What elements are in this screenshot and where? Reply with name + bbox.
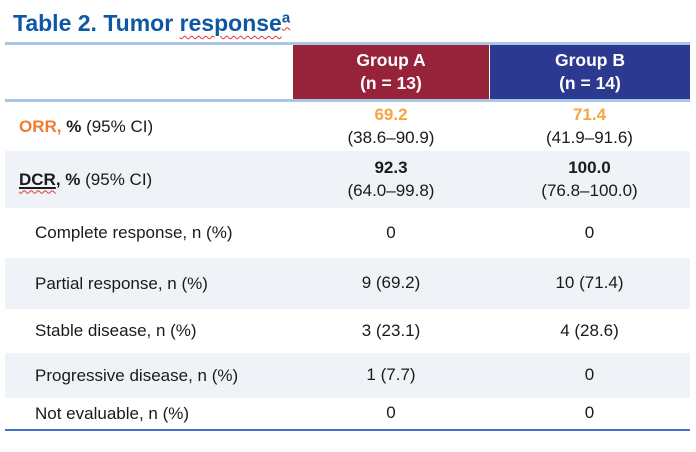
group-b-n: (n = 14) [559,73,621,93]
table-row-partial-response: Partial response, n (%) 9 (69.2) 10 (71.… [5,258,690,309]
partial-response-group-b: 10 (71.4) [555,273,624,293]
orr-abbr: ORR, [19,116,62,136]
complete-response-group-b: 0 [584,222,595,242]
orr-group-b-ci: (41.9–91.6) [546,127,633,147]
title-text-spellchecked: response [179,10,282,36]
dcr-group-a-value: 92.3 [374,158,408,178]
table-row-stable-disease: Stable disease, n (%) 3 (23.1) 4 (28.6) [5,309,690,353]
group-b-name: Group B [555,50,625,71]
header-group-b: Group B (n = 14) [490,45,690,99]
row-label-complete-response: Complete response, n (%) [35,223,233,242]
table-row-orr: ORR, % (95% CI) 69.2 (38.6–90.9) 71.4 (4… [5,102,690,151]
table-row-not-evaluable: Not evaluable, n (%) 0 0 [5,398,690,429]
tumor-response-table: Group A (n = 13) Group B (n = 14) ORR, %… [5,42,690,431]
dcr-group-b-value: 100.0 [568,158,611,178]
orr-group-a-value: 69.2 [374,105,408,125]
not-evaluable-group-b: 0 [584,403,595,423]
dcr-group-a-cell: 92.3 (64.0–99.8) [293,157,489,201]
progressive-disease-group-a: 1 (7.7) [366,365,416,385]
dcr-unit: , % [55,169,81,189]
header-spacer [5,45,293,99]
stable-disease-group-b: 4 (28.6) [560,320,619,340]
bottom-rule [5,429,690,431]
title-footnote-superscript: a [281,9,291,27]
table-row-progressive-disease: Progressive disease, n (%) 1 (7.7) 0 [5,353,690,398]
table-row-complete-response: Complete response, n (%) 0 0 [5,208,690,258]
table-title: Table 2. Tumor responsea [13,8,696,38]
orr-group-a-cell: 69.2 (38.6–90.9) [293,104,489,148]
dcr-group-b-cell: 100.0 (76.8–100.0) [489,157,690,201]
row-label-not-evaluable: Not evaluable, n (%) [35,403,190,423]
dcr-group-b-ci: (76.8–100.0) [541,180,638,200]
header-bottom-rule [5,99,690,102]
orr-group-b-value: 71.4 [572,105,607,125]
row-label-dcr: DCR, % (95% CI) [5,170,293,190]
orr-unit: % [61,116,82,136]
table-header-row: Group A (n = 13) Group B (n = 14) [5,45,690,99]
dcr-suffix: (95% CI) [80,169,153,189]
table-row-dcr: DCR, % (95% CI) 92.3 (64.0–99.8) 100.0 (… [5,151,690,208]
row-label-stable-disease: Stable disease, n (%) [35,321,197,340]
orr-suffix: (95% CI) [81,116,154,136]
header-group-a: Group A (n = 13) [293,45,489,99]
row-label-orr: ORR, % (95% CI) [5,117,293,137]
complete-response-group-a: 0 [386,222,396,242]
row-label-partial-response: Partial response, n (%) [35,273,208,293]
group-a-name: Group A [356,50,426,71]
top-rule [5,42,690,45]
group-a-n: (n = 13) [360,73,422,93]
dcr-abbr-spellchecked: DCR [19,170,56,189]
page: Table 2. Tumor responsea Group A (n = 13… [0,8,696,431]
partial-response-group-a: 9 (69.2) [361,273,421,293]
dcr-abbr: DCR [19,169,56,189]
orr-group-a-ci: (38.6–90.9) [347,127,435,147]
orr-group-b-cell: 71.4 (41.9–91.6) [489,104,690,148]
progressive-disease-group-b: 0 [584,365,595,385]
row-label-progressive-disease: Progressive disease, n (%) [35,365,239,385]
not-evaluable-group-a: 0 [386,403,396,423]
dcr-group-a-ci: (64.0–99.8) [347,180,435,200]
stable-disease-group-a: 3 (23.1) [361,320,421,340]
title-text: Table 2. Tumor [13,10,180,36]
